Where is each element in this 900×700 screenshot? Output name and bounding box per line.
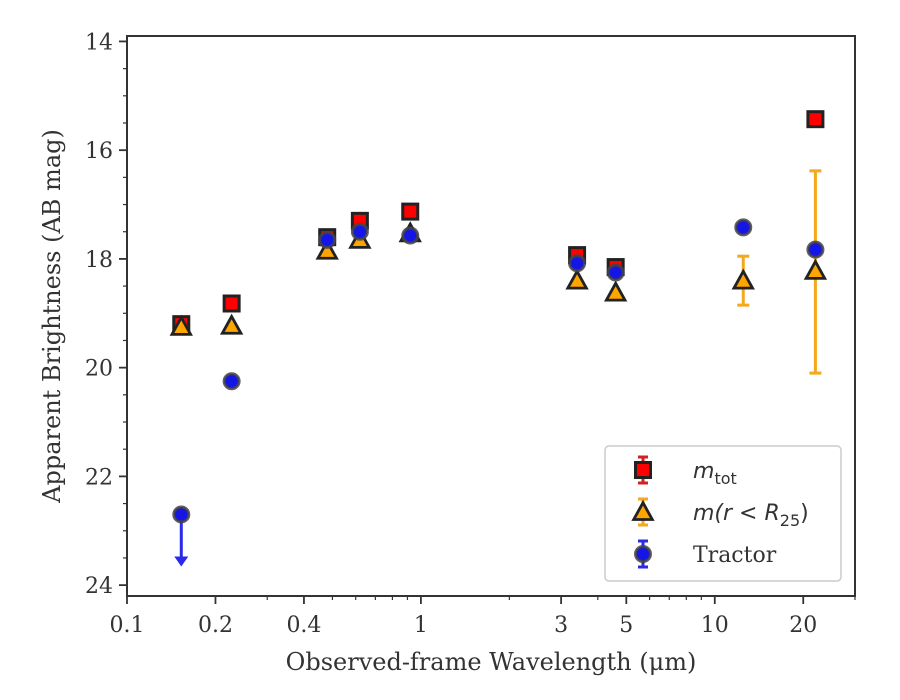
- upper-limit-arrowhead: [174, 556, 189, 567]
- y-tick-label: 16: [85, 139, 113, 164]
- data-point: [606, 263, 625, 282]
- x-tick-label: 0.1: [110, 613, 145, 638]
- y-tick-label: 18: [85, 248, 113, 273]
- data-point: [222, 372, 241, 391]
- plot-frame: [126, 35, 856, 597]
- data-point: [603, 280, 628, 302]
- y-tick-label: 24: [85, 574, 113, 599]
- data-point: [401, 202, 420, 221]
- x-tick-label: 0.2: [198, 613, 233, 638]
- data-point: [172, 505, 191, 524]
- legend-marker: [631, 499, 655, 521]
- x-tick-label: 10: [701, 613, 729, 638]
- legend-marker: [634, 461, 652, 479]
- y-tick-label: 20: [85, 357, 113, 382]
- axis-ticks: 14 16 18 20 22 24 0.1 0.2 0.4 1 3 5 10 20: [85, 30, 856, 638]
- data-point: [568, 254, 587, 273]
- legend-box: [604, 445, 842, 582]
- data-marks: [169, 110, 828, 567]
- y-tick-label: 22: [85, 465, 113, 490]
- series-square: [172, 110, 825, 334]
- data-point: [401, 226, 420, 245]
- data-point: [222, 294, 241, 313]
- data-point: [806, 240, 825, 259]
- data-point: [169, 314, 193, 336]
- data-point: [806, 110, 825, 129]
- x-tick-label: 3: [554, 613, 568, 638]
- x-axis-title: Observed-frame Wavelength (μm): [286, 648, 697, 676]
- legend: mtot m(r < R25) Tractor: [604, 445, 842, 582]
- data-point: [318, 230, 337, 249]
- legend-label: Tractor: [693, 543, 777, 568]
- series-triangle: [169, 169, 828, 375]
- data-point: [803, 258, 828, 280]
- x-tick-label: 0.4: [286, 613, 321, 638]
- data-point: [350, 222, 369, 241]
- legend-label: mtot: [693, 459, 737, 488]
- x-tick-label: 20: [789, 613, 817, 638]
- legend-label: m(r < R25): [693, 501, 809, 530]
- series-circle: [172, 218, 825, 567]
- x-tick-label: 5: [619, 613, 633, 638]
- x-tick-label: 1: [414, 613, 428, 638]
- data-point: [731, 268, 755, 290]
- data-point: [565, 268, 589, 290]
- y-axis-title: Apparent Brightness (AB mag): [38, 129, 66, 504]
- data-point: [734, 218, 753, 237]
- legend-marker: [634, 545, 652, 563]
- y-tick-label: 14: [85, 30, 113, 55]
- data-point: [219, 313, 244, 335]
- data-point: [315, 238, 339, 260]
